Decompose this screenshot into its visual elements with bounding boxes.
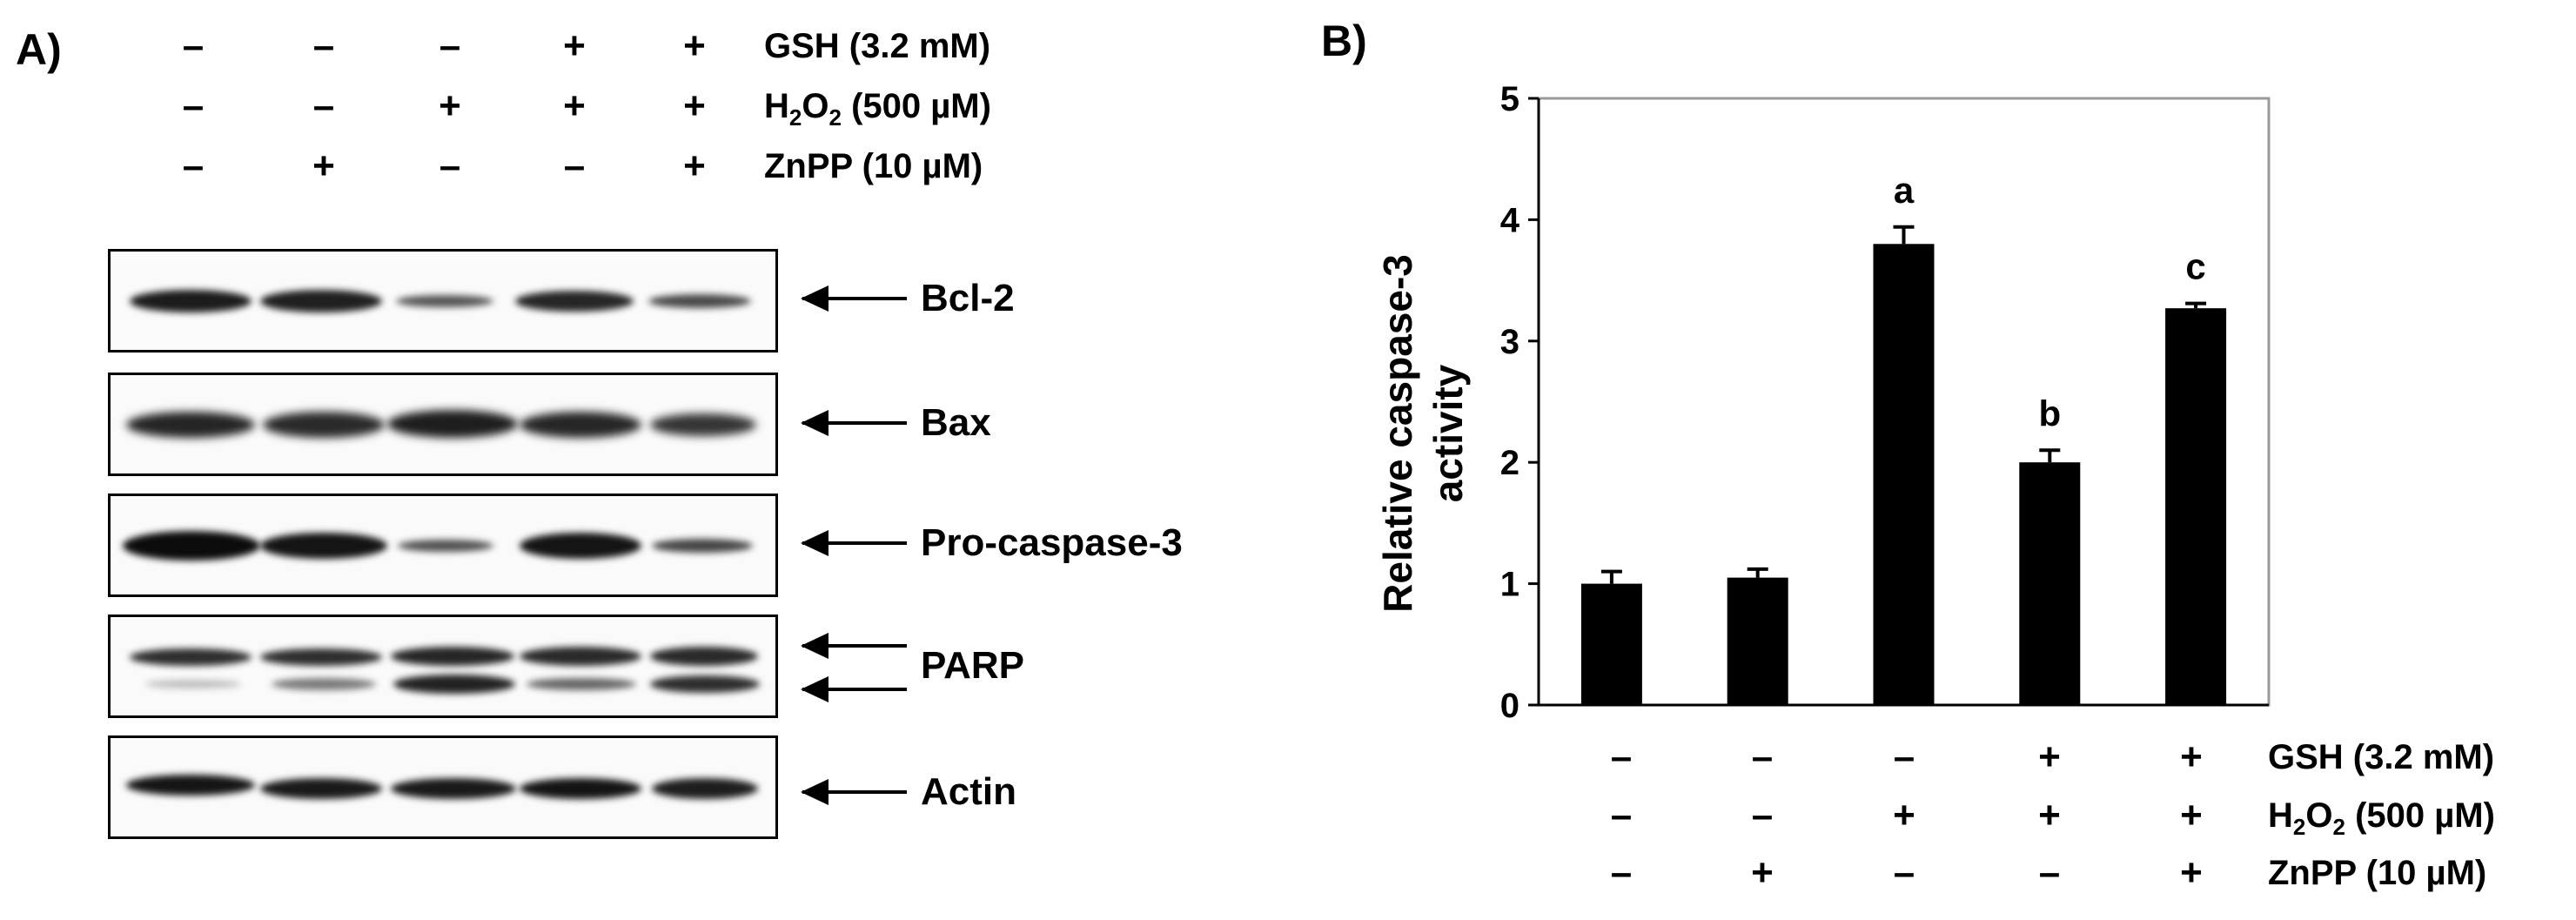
sign: + [2038,735,2061,778]
significance-label: b [2038,393,2061,433]
sign: + [683,144,706,187]
sign: – [1751,735,1774,778]
treatment-label-h2o2: H2O2 (500 µM) [2268,796,2495,840]
sign: + [563,84,586,127]
bar [1727,577,1788,705]
significance-label: a [1894,170,1915,211]
treatment-label-znpp: ZnPP (10 µM) [764,147,983,185]
sign: + [1751,851,1774,894]
blot-actin [108,735,778,839]
arrow-bcl2 [801,285,907,312]
arrow-bax [801,410,907,436]
sign: – [1610,851,1633,894]
sign: + [2180,794,2203,836]
sign: + [683,24,706,67]
panel-b-label: B) [1321,17,1367,65]
sign: + [2180,735,2203,778]
y-axis-label-line2: activity [1426,364,1471,502]
y-tick-label: 1 [1500,566,1519,604]
sign: – [182,24,205,67]
sign: – [1893,735,1915,778]
y-tick-label: 2 [1500,444,1519,482]
sign: + [312,144,335,187]
protein-label-bax: Bax [921,401,991,444]
treatment-label-gsh: GSH (3.2 mM) [764,27,991,65]
bar [2019,462,2081,705]
arrow-parp-upper [801,633,907,659]
protein-label-bcl2: Bcl-2 [921,277,1015,319]
treatment-label-znpp: ZnPP (10 µM) [2268,854,2487,892]
y-tick-label: 5 [1500,80,1519,118]
panel-a-label: A) [16,25,62,74]
sign: + [683,84,706,127]
sign: – [182,144,205,187]
y-tick-label: 4 [1500,201,1520,239]
y-tick-label: 3 [1500,323,1519,361]
sign: + [2180,851,2203,894]
sign: + [563,24,586,67]
protein-label-actin: Actin [921,770,1016,813]
sign: – [312,84,335,127]
bar [1580,583,1642,705]
blot-bax [108,373,778,476]
sign: – [439,144,461,187]
blot-bcl2 [108,249,778,353]
bar [1873,244,1935,705]
sign: – [2038,851,2061,894]
sign: + [2038,794,2061,836]
y-tick-label: 0 [1500,687,1519,725]
bar [2165,308,2227,705]
sign: + [1893,794,1915,836]
significance-label: c [2185,246,2205,287]
sign: – [563,144,586,187]
arrow-parp-lower [801,676,907,702]
arrow-actin [801,779,907,805]
blot-parp [108,614,778,718]
treatment-label-gsh: GSH (3.2 mM) [2268,738,2495,776]
blot-pro-caspase-3 [108,494,778,597]
y-axis-label-line1: Relative caspase-3 [1375,254,1420,613]
sign: – [1751,794,1774,836]
treatment-label-h2o2: H2O2 (500 µM) [764,87,991,131]
sign: – [439,24,461,67]
sign: – [1610,735,1633,778]
sign: – [1610,794,1633,836]
sign: + [439,84,461,127]
protein-label-pro-caspase-3: Pro-caspase-3 [921,521,1183,564]
sign: – [312,24,335,67]
arrow-pro-caspase-3 [801,530,907,556]
sign: – [182,84,205,127]
protein-label-parp: PARP [921,644,1024,687]
sign: – [1893,851,1915,894]
